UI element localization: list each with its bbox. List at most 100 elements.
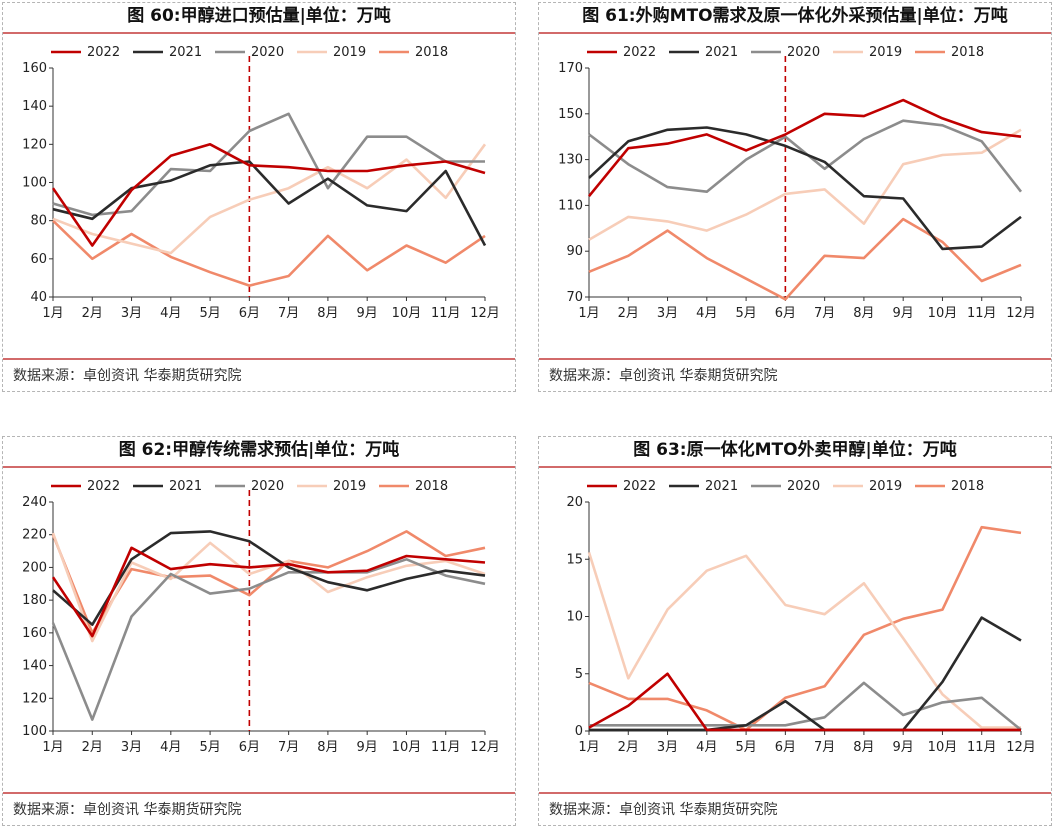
x-tick-label: 4月 <box>696 306 717 321</box>
y-tick-label: 240 <box>22 495 47 510</box>
x-tick-label: 5月 <box>199 740 220 755</box>
legend-label-2021: 2021 <box>169 479 202 494</box>
x-tick-label: 3月 <box>657 306 678 321</box>
title-divider <box>3 466 515 468</box>
y-tick-label: 220 <box>22 528 47 543</box>
x-tick-label: 7月 <box>814 306 835 321</box>
source-divider <box>539 792 1051 794</box>
x-tick-label: 12月 <box>1006 740 1036 755</box>
x-tick-label: 1月 <box>578 740 599 755</box>
y-tick-label: 20 <box>566 495 583 510</box>
legend-label-2018: 2018 <box>951 479 984 494</box>
y-tick-label: 120 <box>22 691 47 706</box>
data-source-note: 数据来源：卓创资讯 华泰期货研究院 <box>549 802 778 818</box>
x-tick-label: 2月 <box>618 306 639 321</box>
series-line-2021 <box>52 530 486 626</box>
x-tick-label: 3月 <box>657 740 678 755</box>
y-tick-label: 15 <box>566 552 583 567</box>
chart-title: 图 60:甲醇进口预估量|单位：万吨 <box>127 6 391 26</box>
y-tick-label: 180 <box>22 593 47 608</box>
y-tick-label: 5 <box>575 667 583 682</box>
x-tick-label: 10月 <box>928 306 958 321</box>
legend-label-2021: 2021 <box>705 45 738 60</box>
data-source-note: 数据来源：卓创资讯 华泰期货研究院 <box>549 368 778 384</box>
chart-plot: 40 60 80 100 120 140 160 1月 2月 3月 4月 5月 6月 7月 8月 9月 10月 1… <box>22 45 500 321</box>
x-tick-label: 6月 <box>775 306 796 321</box>
series-line-2020 <box>51 558 486 721</box>
x-tick-label: 8月 <box>853 740 874 755</box>
legend-label-2019: 2019 <box>869 45 902 60</box>
x-tick-label: 5月 <box>735 740 756 755</box>
x-tick-label: 3月 <box>121 306 142 321</box>
y-tick-label: 90 <box>566 244 583 259</box>
y-tick-label: 170 <box>558 61 583 76</box>
x-tick-label: 4月 <box>160 740 181 755</box>
x-tick-label: 8月 <box>317 306 338 321</box>
y-tick-label: 100 <box>22 724 47 739</box>
x-tick-label: 12月 <box>1006 306 1036 321</box>
x-tick-label: 7月 <box>278 306 299 321</box>
title-divider <box>539 32 1051 34</box>
series-line-2021 <box>588 126 1022 251</box>
legend-label-2019: 2019 <box>333 479 366 494</box>
series-line-2022 <box>587 98 1022 198</box>
y-tick-label: 60 <box>30 252 47 267</box>
x-tick-label: 1月 <box>42 740 63 755</box>
x-tick-label: 7月 <box>278 740 299 755</box>
y-tick-label: 150 <box>558 107 583 122</box>
legend-label-2022: 2022 <box>87 45 120 60</box>
chart-plot: 100 120 140 160 180 200 220 240 1月 2月 3月 4月 5月 6月 7月 8月… <box>22 479 500 755</box>
x-tick-label: 9月 <box>893 306 914 321</box>
chart-plot: 0 5 10 15 20 1月 2月 3月 4月 5月 6月 7月 8月 9月 10月 11月 12月 2022 2… <box>566 479 1036 755</box>
x-tick-label: 7月 <box>814 740 835 755</box>
y-tick-label: 160 <box>22 626 47 641</box>
source-divider <box>3 358 515 360</box>
legend-label-2018: 2018 <box>415 45 448 60</box>
series-line-2021 <box>589 616 1022 732</box>
series-line-2020 <box>52 112 485 217</box>
series-line-2022 <box>51 143 486 247</box>
chart-panel-mto-demand: 图 61:外购MTO需求及原一体化外采预估量|单位：万吨 70 90 110 130 1… <box>538 2 1052 392</box>
data-source-note: 数据来源：卓创资讯 华泰期货研究院 <box>13 368 242 384</box>
series-line-2019 <box>588 128 1022 241</box>
y-tick-label: 10 <box>566 610 583 625</box>
legend-label-2020: 2020 <box>787 479 820 494</box>
y-tick-label: 140 <box>22 99 47 114</box>
legend-label-2020: 2020 <box>251 45 284 60</box>
x-tick-label: 4月 <box>160 306 181 321</box>
x-tick-label: 11月 <box>967 740 997 755</box>
x-tick-label: 4月 <box>696 740 717 755</box>
x-tick-label: 10月 <box>392 740 422 755</box>
series-line-2021 <box>52 160 487 247</box>
y-tick-label: 130 <box>558 153 583 168</box>
x-tick-label: 6月 <box>239 740 260 755</box>
x-tick-label: 11月 <box>431 306 461 321</box>
x-tick-label: 6月 <box>239 306 260 321</box>
chart-panel-methanol-import: 图 60:甲醇进口预估量|单位：万吨 40 60 80 100 120 140 160 1月 2… <box>2 2 516 392</box>
legend-label-2019: 2019 <box>869 479 902 494</box>
y-tick-label: 40 <box>30 290 47 305</box>
x-tick-label: 5月 <box>735 306 756 321</box>
series-line-2018 <box>588 525 1022 732</box>
y-tick-label: 0 <box>575 724 583 739</box>
legend-label-2022: 2022 <box>87 479 120 494</box>
legend-label-2020: 2020 <box>787 45 820 60</box>
chart-title: 图 62:甲醇传统需求预估|单位：万吨 <box>118 440 400 460</box>
series-line-2018 <box>588 217 1022 301</box>
legend-label-2020: 2020 <box>251 479 284 494</box>
series-line-2022 <box>51 546 486 638</box>
y-tick-label: 140 <box>22 659 47 674</box>
x-tick-label: 5月 <box>199 306 220 321</box>
legend-label-2022: 2022 <box>623 45 656 60</box>
x-tick-label: 12月 <box>470 306 500 321</box>
x-tick-label: 3月 <box>121 740 142 755</box>
x-tick-label: 1月 <box>578 306 599 321</box>
chart-panel-mto-outsold: 图 63:原一体化MTO外卖甲醇|单位：万吨 0 5 10 15 20 1月 2月 3月 4月 5… <box>538 436 1052 826</box>
legend-label-2021: 2021 <box>169 45 202 60</box>
x-tick-label: 9月 <box>357 306 378 321</box>
y-tick-label: 160 <box>22 61 47 76</box>
series-line-2018 <box>52 219 486 287</box>
legend-label-2022: 2022 <box>623 479 656 494</box>
series-line-2019 <box>51 532 486 643</box>
x-tick-label: 9月 <box>893 740 914 755</box>
